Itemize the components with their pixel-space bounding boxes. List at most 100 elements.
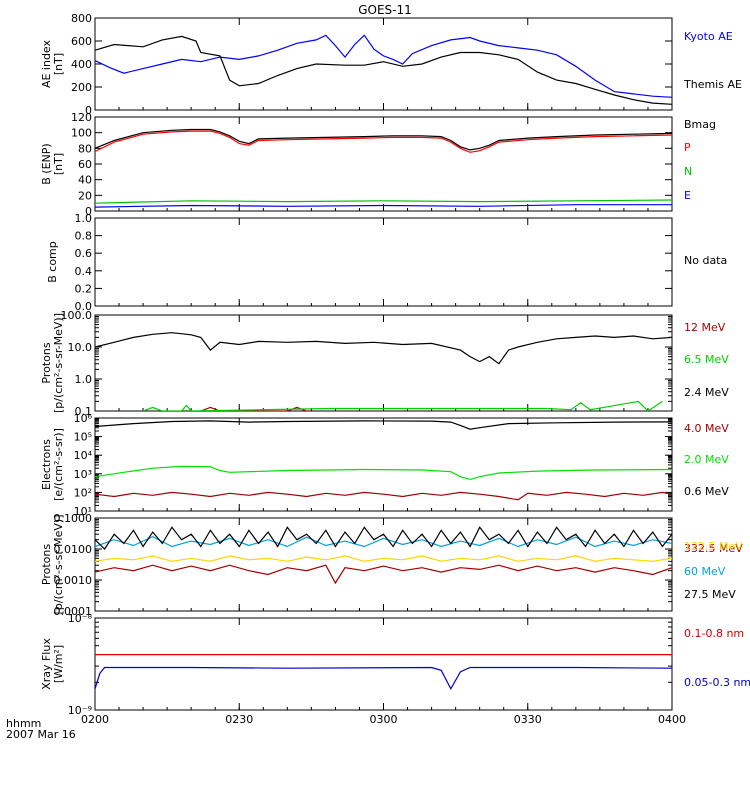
y-tick-label: 100 — [71, 127, 92, 140]
y-tick-label: 0.4 — [75, 265, 93, 278]
panel-frame — [94, 217, 673, 307]
legend-label: Kyoto AE — [684, 30, 733, 43]
y-tick-label: 0.0 — [75, 300, 93, 313]
y-tick-label: 0.1 — [75, 405, 93, 418]
series-line-122-5-mev — [95, 555, 672, 562]
y-axis-label: [p/(cm²-s-sr-MeV)] — [52, 313, 65, 413]
y-tick-label: 10⁵ — [74, 431, 92, 444]
panel-frame — [94, 617, 673, 711]
panel-7: 10⁻⁹ 10⁻⁸ Xray Flux [W/m²] 0.1-0.8 nm 0.05-0.… — [40, 612, 750, 717]
panel-2: 0 20 40 60 80 100 120 B (ENP) [nT] Bmag PNE — [40, 111, 716, 218]
y-tick-label: 0.0001 — [54, 605, 93, 618]
panel-frame — [94, 17, 673, 111]
series-line-e — [95, 204, 672, 208]
y-axis-label: B (ENP) — [40, 143, 53, 184]
y-tick-label: 100.0 — [61, 309, 93, 322]
series-line-6-5-mev — [142, 400, 663, 411]
y-tick-label: 0.8 — [75, 230, 93, 243]
x-tick-label: 0330 — [514, 713, 542, 726]
x-tick-label: 0400 — [658, 713, 686, 726]
y-tick-label: 20 — [78, 189, 92, 202]
panel-frame — [94, 314, 673, 412]
y-tick-label: 80 — [78, 142, 92, 155]
y-tick-label: 200 — [71, 81, 92, 94]
y-tick-label: 0.2 — [75, 282, 93, 295]
panel-frame — [94, 517, 673, 612]
legend-label: 0.05-0.3 nm — [684, 676, 750, 689]
y-axis-label: [W/m²] — [52, 645, 65, 683]
series-line-2-4-mev — [95, 332, 672, 365]
y-tick-label: 400 — [71, 58, 92, 71]
y-axis-label: [nT] — [52, 53, 65, 75]
panel-6: 0.0001 0.0010 0.0100 0.1000 Protons [p/(cm²-s… — [40, 512, 743, 618]
y-tick-label: 10.0 — [68, 341, 93, 354]
y-tick-label: 10¹ — [74, 505, 92, 518]
y-tick-label: 0.1000 — [54, 512, 93, 525]
y-tick-label: 10³ — [74, 468, 92, 481]
y-tick-label: 600 — [71, 35, 92, 48]
panel-5: 10¹ 10² 10³ 10⁴ 10⁵ 10⁶ Electrons [e/(cm²-s-sr)… — [40, 412, 729, 518]
series-line-0-6-mev — [95, 420, 672, 430]
no-data-label: No data — [684, 254, 727, 267]
legend-label: Themis AE — [683, 78, 742, 91]
y-axis-label: Protons — [40, 544, 53, 585]
legend-label: 122.5 MeV — [684, 540, 743, 553]
y-tick-label: 10⁴ — [74, 449, 93, 462]
panel-1: 0 200 400 600 800 AE index [nT] Kyoto AE Themis … — [40, 12, 742, 117]
series-line-2-0-mev — [95, 465, 672, 481]
y-tick-label: 0.0010 — [54, 574, 93, 587]
series-line-332-5-mev — [95, 564, 672, 585]
panel-3: 0.0 0.2 0.4 0.6 0.8 1.0 B comp No data — [46, 212, 727, 313]
legend-label: 12 MeV — [684, 321, 726, 334]
series-line-4-0-mev — [95, 491, 672, 501]
legend-label: 0.6 MeV — [684, 485, 729, 498]
x-tick-label: 0230 — [225, 713, 253, 726]
legend-label: N — [684, 165, 692, 178]
y-tick-label: 1.0 — [75, 212, 93, 225]
series-line-bmag — [95, 128, 672, 151]
y-axis-label: Protons — [40, 342, 53, 383]
footer-hhmm: hhmm — [6, 717, 41, 730]
y-axis-label: [p/(cm²-s-sr-MeV)] — [52, 515, 65, 615]
y-tick-label: 0 — [85, 104, 92, 117]
series-line-themis-ae — [95, 35, 672, 105]
panel-4: 0.1 1.0 10.0 100.0 Protons [p/(cm²-s-sr-MeV)]… — [40, 309, 729, 418]
time-axis: 0200 0230 0300 0330 0400 — [81, 713, 686, 726]
y-tick-label: 0 — [85, 205, 92, 218]
y-axis-label: B comp — [46, 241, 59, 283]
series-line-p — [95, 130, 672, 153]
legend-label: 60 MeV — [684, 565, 726, 578]
series-line-0-05-0-3-nm — [95, 666, 672, 691]
y-tick-label: 40 — [78, 174, 92, 187]
y-tick-label: 10² — [74, 486, 92, 499]
y-axis-label: [e/(cm²-s-sr)] — [52, 428, 65, 501]
panel-frame — [94, 417, 673, 512]
series-line-12-mev — [200, 406, 307, 411]
series-line-kyoto-ae — [95, 34, 672, 98]
y-tick-label: 10⁻⁸ — [68, 612, 93, 625]
y-axis-label: Xray Flux — [40, 638, 53, 690]
x-tick-label: 0300 — [370, 713, 398, 726]
series-line-27-5-mev — [95, 526, 672, 550]
y-axis-label: AE index — [40, 39, 53, 88]
footer-date: 2007 Mar 16 — [6, 728, 76, 741]
y-tick-label: 120 — [71, 111, 92, 124]
y-tick-label: 0.0100 — [54, 543, 93, 556]
y-tick-label: 1.0 — [75, 373, 93, 386]
y-tick-label: 0.6 — [75, 247, 93, 260]
legend-label: 2.0 MeV — [684, 453, 729, 466]
series-line-n — [95, 199, 672, 204]
y-axis-label: Electrons — [40, 439, 53, 490]
y-tick-label: 800 — [71, 12, 92, 25]
legend-label: 6.5 MeV — [684, 353, 729, 366]
y-tick-label: 60 — [78, 158, 92, 171]
legend-label: 4.0 MeV — [684, 422, 729, 435]
legend-label: 0.1-0.8 nm — [684, 627, 744, 640]
legend-label: Bmag — [684, 118, 716, 131]
legend-label: E — [684, 189, 691, 202]
y-axis-label: [nT] — [52, 153, 65, 175]
plot-title: GOES-11 — [358, 3, 412, 17]
